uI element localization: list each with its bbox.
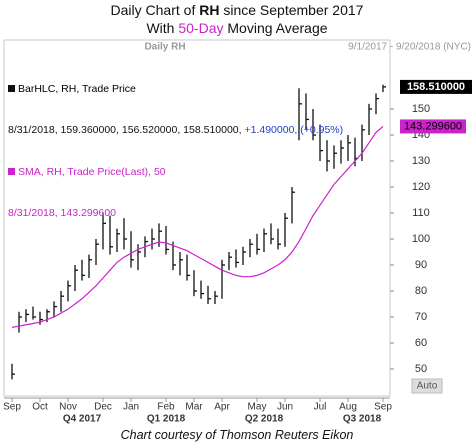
x-group-label: Q3 2018 — [343, 414, 382, 425]
last-value-label: 143.299600 — [404, 120, 462, 132]
legend-swatch — [8, 85, 15, 92]
y-tick-label: 60 — [415, 337, 427, 349]
y-tick-label: 80 — [415, 285, 427, 297]
x-tick-label: May — [248, 402, 267, 413]
x-tick-label: Nov — [59, 402, 77, 413]
auto-button[interactable]: Auto — [417, 381, 438, 392]
x-tick-label: Sep — [374, 402, 392, 413]
legend-label: BarHLC, RH, Trade Price — [18, 83, 136, 95]
legend-label: SMA, RH, Trade Price(Last), 50 — [18, 166, 166, 178]
y-tick-label: 50 — [415, 363, 427, 375]
x-tick-label: Jun — [277, 402, 293, 413]
subtitle-part: With — [146, 20, 179, 36]
readout-change: +1.490000, (+0.95%) — [244, 123, 344, 136]
x-tick-label: Feb — [157, 402, 175, 413]
x-tick-label: Aug — [339, 402, 357, 413]
x-tick-label: Dec — [94, 402, 112, 413]
y-tick-label: 150 — [412, 103, 430, 115]
x-tick-label: Mar — [185, 402, 203, 413]
x-tick-label: Apr — [214, 402, 230, 413]
legend-swatch — [8, 168, 15, 175]
title-part: since September 2017 — [219, 2, 364, 18]
y-tick-label: 110 — [412, 207, 430, 219]
legend-entry: SMA, RH, Trade Price(Last), 50 — [8, 166, 343, 180]
y-tick-label: 70 — [415, 311, 427, 323]
auto-button-bg[interactable] — [411, 378, 443, 394]
y-tick-label: 100 — [412, 233, 430, 245]
subtitle-highlight: 50-Day — [178, 20, 224, 36]
chart-title: Daily Chart of RH since September 2017 — [0, 2, 474, 18]
x-group-label: Q2 2018 — [245, 414, 284, 425]
value-box — [400, 119, 466, 134]
date-range: 9/1/2017 - 9/20/2018 (NYC) — [348, 42, 471, 53]
x-tick-label: Oct — [32, 402, 48, 413]
x-group-label: Q4 2017 — [63, 414, 102, 425]
panel-title: Daily RH — [144, 42, 185, 53]
subtitle-part: Moving Average — [223, 20, 328, 36]
plot-frame — [3, 39, 391, 397]
x-group-label: Q1 2018 — [147, 414, 186, 425]
value-box — [400, 79, 472, 94]
x-tick-label: Jan — [123, 402, 139, 413]
credit: Chart courtesy of Thomson Reuters Eikon — [120, 428, 354, 442]
legend-readout: 8/31/2018, 159.360000, 156.520000, 158.5… — [8, 124, 343, 138]
chart-subtitle: With 50-Day Moving Average — [0, 20, 474, 36]
legend-entry: BarHLC, RH, Trade Price — [8, 83, 343, 97]
title-part: Daily Chart of — [110, 2, 200, 18]
readout-values: 8/31/2018, 143.299600 — [8, 206, 117, 219]
y-tick-label: 120 — [412, 181, 430, 193]
sma-line — [11, 125, 384, 328]
legend-readout: 8/31/2018, 143.299600 — [8, 207, 343, 221]
y-tick-label: 90 — [415, 259, 427, 271]
x-tick-label: Jul — [314, 402, 327, 413]
last-value-label: 158.510000 — [407, 81, 465, 93]
y-tick-label: 130 — [412, 155, 430, 167]
x-tick-label: Sep — [3, 402, 21, 413]
title-ticker: RH — [199, 2, 220, 18]
readout-values: 8/31/2018, 159.360000, 156.520000, 158.5… — [8, 123, 245, 136]
legend: BarHLC, RH, Trade Price 8/31/2018, 159.3… — [8, 56, 343, 247]
